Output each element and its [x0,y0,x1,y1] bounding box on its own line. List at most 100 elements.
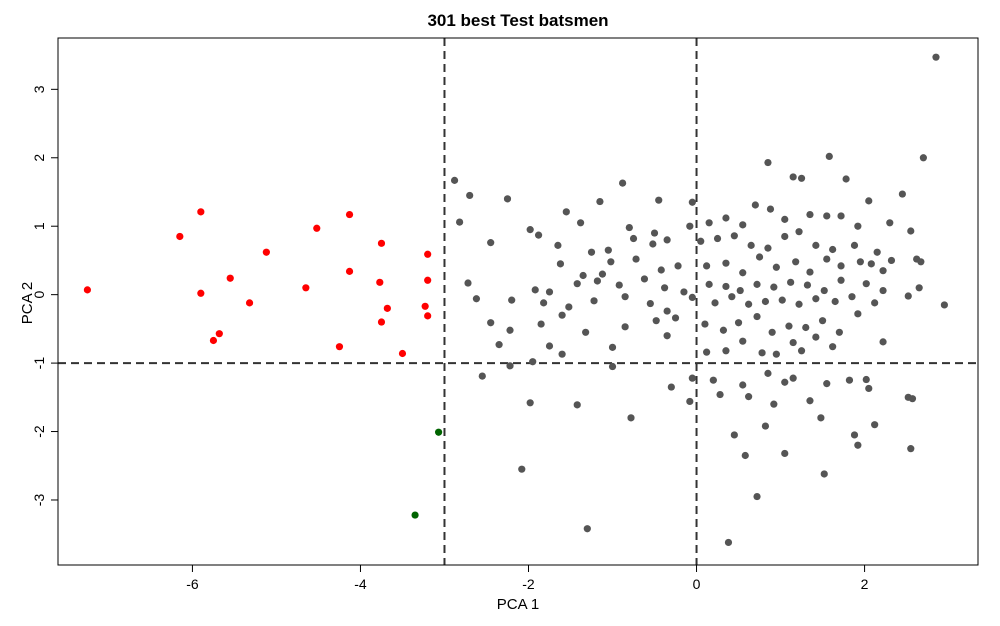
data-point [753,312,761,321]
data-point [829,343,837,351]
data-point [709,376,717,384]
data-point [907,445,915,453]
data-point [722,259,730,267]
data-point [879,267,887,275]
data-point [376,278,384,286]
data-point [506,326,514,334]
data-point [587,248,596,256]
data-point [556,260,565,268]
y-tick-label: -3 [31,494,47,507]
data-point [345,210,354,219]
data-point [464,279,472,287]
data-point [540,299,548,307]
data-point [226,274,234,282]
data-point [766,205,775,213]
data-point [761,422,770,430]
data-point [789,173,797,181]
x-tick-label: 0 [693,576,701,592]
data-point [730,431,738,439]
data-point [820,286,828,295]
data-point [747,241,755,249]
data-point [472,295,481,303]
data-point [761,297,770,306]
data-point [604,246,612,254]
data-point [772,350,780,358]
data-point [862,375,870,384]
data-point [739,337,747,345]
data-point [646,299,654,308]
data-point [565,303,573,311]
data-point [424,250,432,258]
data-point [785,322,793,330]
data-point [850,431,859,439]
y-tick-label: -2 [31,425,47,438]
data-point [792,258,800,266]
data-point [770,400,778,408]
data-point [781,215,789,223]
data-point [650,229,659,237]
data-point [608,343,617,351]
data-point [209,336,218,345]
data-point [655,196,663,204]
y-tick-label: -1 [31,357,47,370]
data-point [487,319,495,327]
data-point [705,280,713,288]
data-point [621,293,629,301]
data-point [582,328,590,336]
x-axis: -6 -4 -2 0 2 [186,565,869,592]
data-point [377,239,386,247]
data-point [854,441,862,449]
data-point [802,323,810,332]
data-point [526,226,534,234]
data-point [837,262,845,270]
data-point [686,222,694,230]
data-point [932,53,940,61]
data-point [722,347,730,355]
y-tick-label: 2 [31,154,47,162]
x-axis-label: PCA 1 [497,596,540,613]
data-point [518,465,526,473]
data-point [904,292,912,300]
data-point [781,378,789,386]
data-point [837,212,845,220]
data-point [758,349,766,357]
data-point [652,317,660,325]
data-point [503,195,512,203]
data-point [688,198,696,206]
data-point [377,318,386,326]
y-axis: -3 -2 -1 0 1 2 3 [31,85,58,506]
data-point [886,219,894,227]
data-point [621,323,629,331]
data-point [705,219,713,227]
data-point [663,332,671,340]
data-point [734,319,743,327]
data-point [823,255,831,263]
data-point [764,158,772,167]
data-point [558,350,566,358]
data-point [907,227,915,235]
data-point [674,262,682,270]
data-point [781,232,789,241]
data-point [579,271,587,280]
data-point [608,362,617,371]
y-axis-label: PCA 2 [19,282,36,325]
data-point [770,283,778,291]
data-point [398,349,407,358]
data-point [803,281,812,289]
data-point [495,341,503,349]
y-tick-label: 1 [31,222,47,230]
data-point [915,284,923,292]
data-point [817,414,825,422]
data-point [728,293,736,301]
data-point [741,451,749,460]
data-point [596,197,604,206]
data-point [716,390,724,399]
data-point [753,492,761,501]
data-point [755,253,764,261]
data-point [871,299,879,307]
data-point [772,263,780,271]
chart-title: 301 best Test batsmen [427,11,608,30]
data-point [649,240,657,248]
data-point [576,219,585,227]
